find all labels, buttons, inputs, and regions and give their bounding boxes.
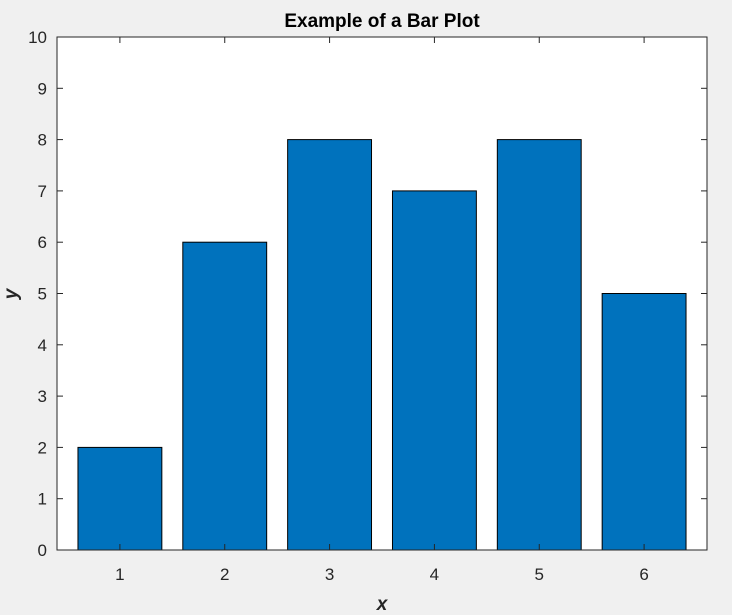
bar-3 xyxy=(287,139,373,551)
y-tick-label-4: 4 xyxy=(38,336,47,355)
bar-5 xyxy=(496,139,582,551)
y-tick-label-7: 7 xyxy=(38,182,47,201)
bars-group xyxy=(77,139,687,551)
x-tick-label-5: 5 xyxy=(535,565,544,584)
y-tick-label-2: 2 xyxy=(38,438,47,457)
y-tick-label-5: 5 xyxy=(38,285,47,304)
y-tick-label-9: 9 xyxy=(38,79,47,98)
ticks-group: 0 1 2 3 4 5 6 7 8 9 10 1 2 3 4 5 6 xyxy=(28,28,707,584)
chart-title: Example of a Bar Plot xyxy=(284,11,480,32)
y-tick-label-8: 8 xyxy=(38,131,47,150)
axes-box xyxy=(56,36,708,551)
x-tick-label-3: 3 xyxy=(325,565,334,584)
axes-background xyxy=(57,37,707,550)
y-tick-label-10: 10 xyxy=(28,28,47,47)
x-axis-label: x xyxy=(376,594,389,615)
x-tick-label-1: 1 xyxy=(115,565,124,584)
bar-1 xyxy=(77,446,163,551)
y-axis-label: y xyxy=(1,287,22,300)
bar-6 xyxy=(601,293,687,551)
y-tick-label-3: 3 xyxy=(38,387,47,406)
y-tick-label-6: 6 xyxy=(38,233,47,252)
y-tick-label-1: 1 xyxy=(38,490,47,509)
bar-2 xyxy=(182,241,268,551)
x-tick-label-2: 2 xyxy=(220,565,229,584)
x-tick-label-6: 6 xyxy=(639,565,648,584)
x-tick-label-4: 4 xyxy=(430,565,439,584)
bar-4 xyxy=(391,190,477,551)
y-tick-label-0: 0 xyxy=(38,541,47,560)
